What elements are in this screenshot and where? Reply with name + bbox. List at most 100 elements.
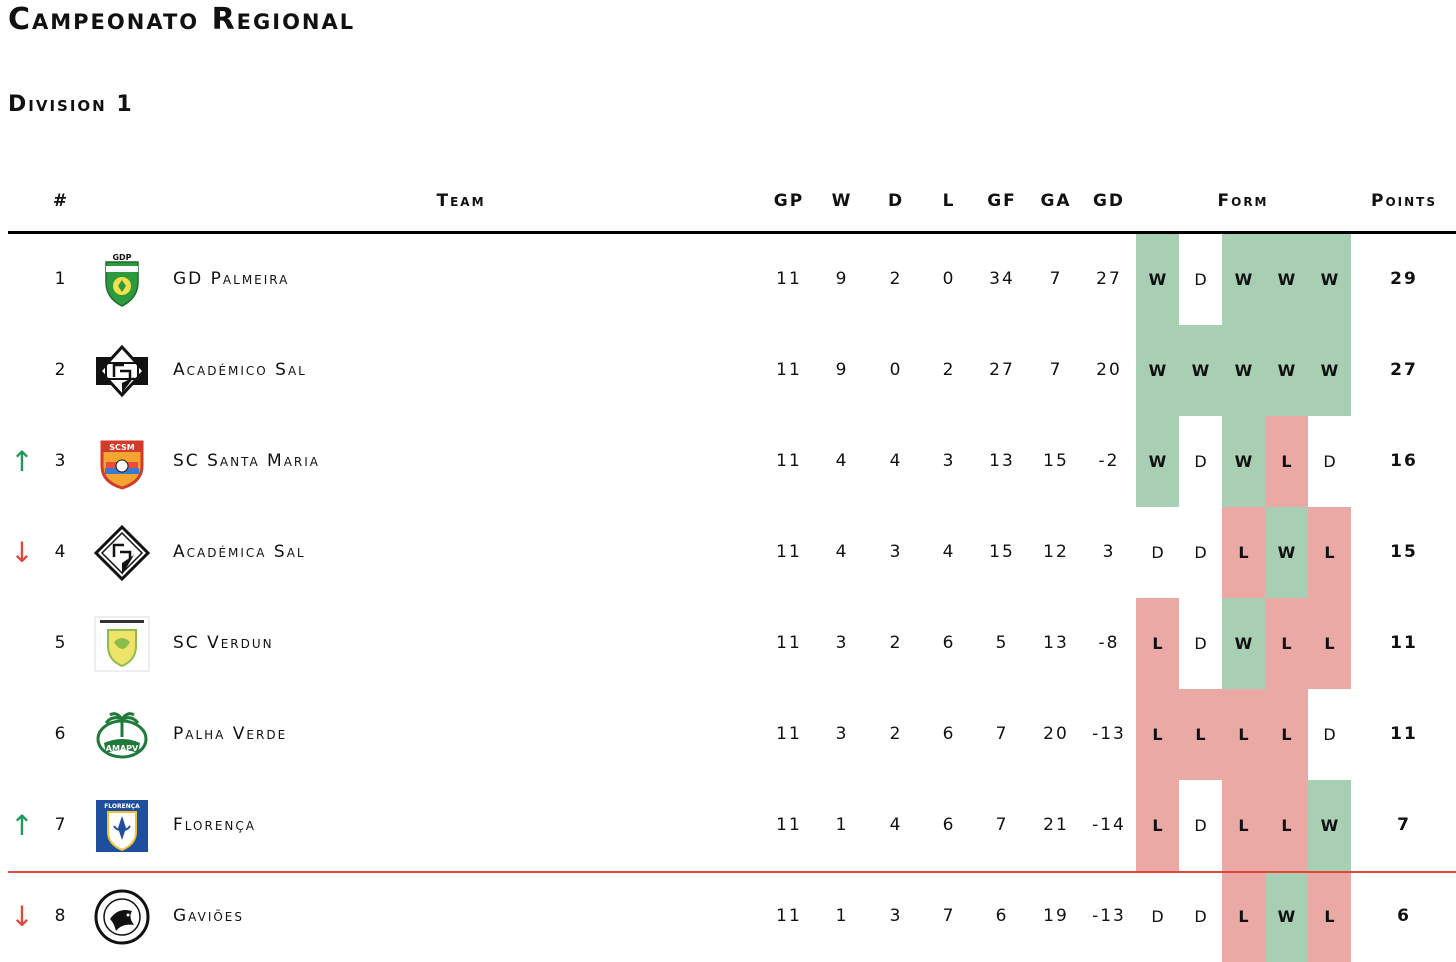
points: 15 xyxy=(1390,542,1418,562)
gavioes-logo xyxy=(94,889,150,945)
stat-gf: 5 xyxy=(995,633,1009,653)
page-title: Campeonato Regional xyxy=(8,2,356,37)
form-result: L xyxy=(1222,871,1265,962)
position: 6 xyxy=(54,724,68,744)
stat-gp: 11 xyxy=(776,542,802,562)
stat-d: 4 xyxy=(889,815,903,835)
stat-ga: 13 xyxy=(1043,633,1069,653)
points: 6 xyxy=(1397,906,1411,926)
stat-w: 4 xyxy=(835,451,849,471)
arrow-down-icon: ↓ xyxy=(10,536,34,569)
form-result: W xyxy=(1222,325,1265,416)
position: 1 xyxy=(54,269,68,289)
stat-gf: 6 xyxy=(995,906,1009,926)
palha-verde-logo-text: AMAPV xyxy=(106,744,139,753)
stat-w: 4 xyxy=(835,542,849,562)
stat-l: 2 xyxy=(942,360,956,380)
stat-w: 3 xyxy=(835,633,849,653)
header-ga: GA xyxy=(1040,191,1072,211)
header-l: L xyxy=(942,191,956,211)
stat-l: 3 xyxy=(942,451,956,471)
sc-santa-maria-logo: SCSM xyxy=(94,434,150,490)
table-row: 5 SC Verdun 11 3 2 6 5 13 -8 L D W L L 11 xyxy=(0,598,1456,689)
form-result: W xyxy=(1222,234,1265,325)
header-d: D xyxy=(887,191,905,211)
stat-gf: 7 xyxy=(995,815,1009,835)
position: 3 xyxy=(54,451,68,471)
form-result: W xyxy=(1308,234,1351,325)
gd-palmeira-logo: GDP xyxy=(94,252,150,308)
sc-santa-maria-logo-text: SCSM xyxy=(109,443,135,452)
table-row: 6 AMAPV Palha Verde 11 3 2 6 7 20 -13 L L L L D 11 xyxy=(0,689,1456,780)
stat-gp: 11 xyxy=(776,724,802,744)
team-name: Académico Sal xyxy=(173,360,307,380)
stat-l: 6 xyxy=(942,815,956,835)
stat-gp: 11 xyxy=(776,906,802,926)
stat-w: 1 xyxy=(835,906,849,926)
form-result: W xyxy=(1308,325,1351,416)
form-result: L xyxy=(1136,689,1179,780)
arrow-up-icon: ↑ xyxy=(10,445,34,478)
team-name: GD Palmeira xyxy=(173,269,290,289)
stat-d: 2 xyxy=(889,633,903,653)
stat-d: 2 xyxy=(889,269,903,289)
stat-gf: 15 xyxy=(989,542,1015,562)
header-gp: GP xyxy=(773,191,805,211)
stat-d: 3 xyxy=(889,542,903,562)
header-gd: GD xyxy=(1092,191,1126,211)
florenca-logo: FLORENÇA xyxy=(94,798,150,854)
sc-verdun-logo xyxy=(94,616,150,672)
stat-gd: 20 xyxy=(1096,360,1122,380)
stat-gd: 27 xyxy=(1096,269,1122,289)
form-result: D xyxy=(1194,907,1207,926)
form-result: L xyxy=(1308,507,1351,598)
position: 2 xyxy=(54,360,68,380)
stat-l: 0 xyxy=(942,269,956,289)
team-name: Académica Sal xyxy=(173,542,306,562)
team-name: Palha Verde xyxy=(173,724,288,744)
stat-d: 0 xyxy=(889,360,903,380)
stat-w: 1 xyxy=(835,815,849,835)
stat-gf: 13 xyxy=(989,451,1015,471)
stat-gd: -13 xyxy=(1092,906,1126,926)
arrow-up-icon: ↑ xyxy=(10,809,34,842)
stat-gp: 11 xyxy=(776,815,802,835)
points: 29 xyxy=(1390,269,1418,289)
stat-w: 9 xyxy=(835,269,849,289)
form-result: D xyxy=(1194,816,1207,835)
academica-sal-logo xyxy=(93,524,151,582)
relegation-line xyxy=(8,871,1456,873)
points: 7 xyxy=(1397,815,1411,835)
stat-gd: -2 xyxy=(1098,451,1120,471)
form-result: D xyxy=(1194,543,1207,562)
form-result: L xyxy=(1222,507,1265,598)
stat-gf: 34 xyxy=(989,269,1015,289)
stat-d: 2 xyxy=(889,724,903,744)
table-row: ↑ 7 FLORENÇA Florença 11 1 4 6 7 21 -14 L D L L W 7 xyxy=(0,780,1456,871)
stat-gd: 3 xyxy=(1102,542,1116,562)
stat-w: 3 xyxy=(835,724,849,744)
stat-gp: 11 xyxy=(776,360,802,380)
header-gf: GF xyxy=(987,191,1017,211)
form-result: W xyxy=(1179,325,1222,416)
stat-ga: 7 xyxy=(1049,360,1063,380)
form-result: L xyxy=(1136,780,1179,871)
stat-gf: 27 xyxy=(989,360,1015,380)
form-result: W xyxy=(1136,416,1179,507)
form-result: L xyxy=(1308,598,1351,689)
academico-sal-logo xyxy=(94,343,150,399)
stat-gp: 11 xyxy=(776,269,802,289)
stat-gd: -8 xyxy=(1098,633,1120,653)
table-row: ↓ 4 Académica Sal 11 4 3 4 15 12 3 D D L W L 15 xyxy=(0,507,1456,598)
position: 5 xyxy=(54,633,68,653)
stat-l: 6 xyxy=(942,633,956,653)
position: 7 xyxy=(54,815,68,835)
form-result: D xyxy=(1151,543,1164,562)
team-name: Gaviões xyxy=(173,906,245,926)
stat-ga: 15 xyxy=(1043,451,1069,471)
form-result: W xyxy=(1265,234,1308,325)
form-result: D xyxy=(1151,907,1164,926)
florenca-logo-text: FLORENÇA xyxy=(104,803,140,810)
stat-gp: 11 xyxy=(776,633,802,653)
gd-palmeira-logo-text: GDP xyxy=(112,253,131,262)
